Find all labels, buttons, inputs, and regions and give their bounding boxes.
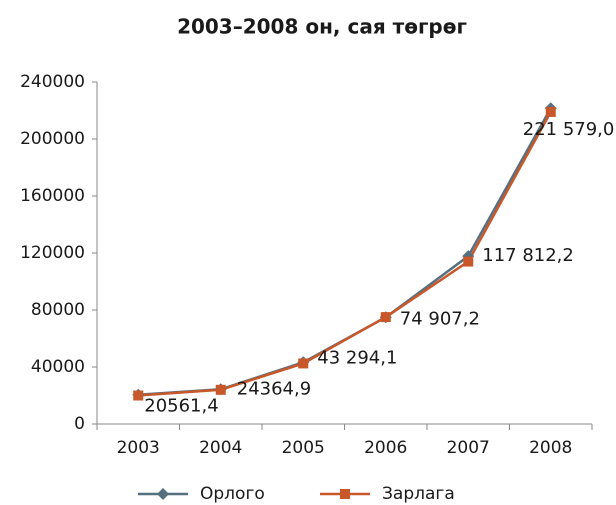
point: [298, 358, 309, 369]
y-tick-label: 40000: [31, 357, 85, 377]
x-tick-label: 2005: [282, 438, 325, 458]
x-tick-label: 2007: [447, 438, 490, 458]
x-tick-label: 2006: [364, 438, 407, 458]
point: [545, 106, 556, 117]
y-tick-label: 160000: [20, 186, 85, 206]
y-tick-label: 80000: [31, 300, 85, 320]
legend-label: Орлого: [200, 484, 265, 504]
x-tick-label: 2008: [529, 438, 572, 458]
series-line: [138, 111, 552, 397]
x-tick-label: 2003: [117, 438, 160, 458]
point: [380, 312, 391, 323]
legend-label: Зарлага: [382, 484, 455, 504]
point: [463, 256, 474, 267]
point: [215, 384, 226, 395]
legend-marker: [157, 488, 169, 500]
chart-title: 2003–2008 он, сая төгрөг: [177, 15, 467, 39]
y-tick-label: 0: [74, 414, 85, 434]
x-tick-label: 2004: [199, 438, 242, 458]
data-label: 24364,9: [237, 378, 311, 399]
data-label: 74 907,2: [400, 308, 480, 329]
legend-marker: [340, 489, 350, 499]
y-tick-label: 200000: [20, 129, 85, 149]
y-tick-label: 120000: [20, 243, 85, 263]
data-label: 20561,4: [144, 396, 218, 417]
y-tick-label: 240000: [20, 72, 85, 92]
data-label: 117 812,2: [482, 245, 574, 266]
point: [133, 390, 144, 401]
data-label: 43 294,1: [317, 347, 397, 368]
data-label: 221 579,0: [523, 119, 615, 140]
